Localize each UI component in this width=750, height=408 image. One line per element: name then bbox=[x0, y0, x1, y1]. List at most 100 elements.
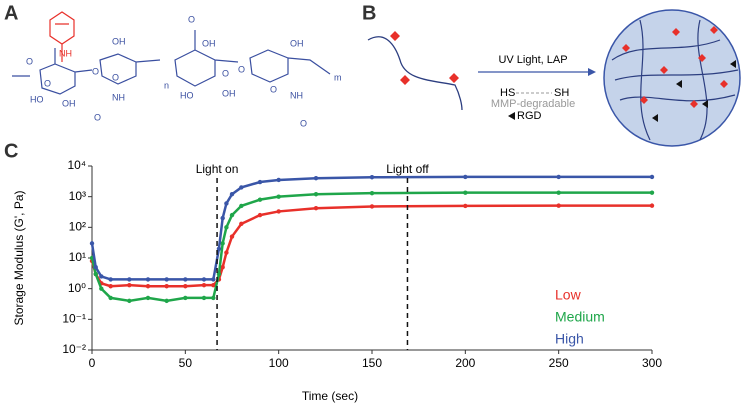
atom-label: n bbox=[164, 80, 169, 90]
data-point bbox=[127, 277, 132, 282]
data-point bbox=[201, 295, 207, 301]
data-point bbox=[93, 271, 98, 277]
data-point bbox=[229, 212, 235, 218]
x-tick-label: 150 bbox=[362, 356, 382, 370]
data-point bbox=[239, 185, 244, 190]
data-point bbox=[224, 201, 229, 206]
atom-label: O bbox=[300, 118, 307, 128]
x-tick-label: 0 bbox=[89, 356, 96, 370]
atom-label: O bbox=[270, 84, 277, 94]
data-point bbox=[201, 277, 207, 282]
y-tick-label: 10³ bbox=[69, 189, 86, 203]
x-tick-label: 250 bbox=[549, 356, 569, 370]
series-line bbox=[90, 204, 652, 288]
panel-label: A bbox=[4, 2, 18, 24]
legend-label: High bbox=[555, 331, 584, 347]
y-tick-label: 10² bbox=[69, 220, 86, 234]
legend-label: Medium bbox=[555, 309, 605, 325]
data-point bbox=[369, 190, 375, 196]
data-point bbox=[127, 282, 132, 288]
data-point bbox=[220, 265, 225, 270]
data-point bbox=[276, 177, 281, 183]
y-tick-label: 10⁻² bbox=[62, 342, 86, 356]
thiol-label: SH bbox=[554, 87, 569, 99]
data-point bbox=[108, 284, 113, 289]
data-point bbox=[276, 209, 281, 214]
data-point bbox=[313, 176, 319, 181]
x-tick-label: 300 bbox=[642, 356, 662, 370]
data-point bbox=[220, 215, 225, 221]
data-point bbox=[224, 250, 229, 255]
data-point bbox=[556, 174, 561, 180]
atom-label: OH bbox=[62, 98, 76, 108]
atom-label: O bbox=[94, 112, 101, 122]
atom-label: O bbox=[44, 78, 51, 88]
y-tick-label: 10¹ bbox=[69, 250, 86, 264]
data-point bbox=[313, 192, 319, 197]
thiol-label: HS bbox=[500, 87, 515, 99]
data-point bbox=[201, 282, 207, 288]
data-point bbox=[145, 284, 151, 289]
data-point bbox=[145, 277, 151, 282]
data-point bbox=[183, 277, 188, 282]
data-point bbox=[183, 284, 188, 289]
data-point bbox=[229, 234, 235, 239]
data-point bbox=[99, 286, 104, 291]
data-point bbox=[276, 194, 281, 199]
x-tick-label: 50 bbox=[179, 356, 193, 370]
data-point bbox=[183, 295, 188, 301]
data-point bbox=[93, 265, 98, 270]
data-point bbox=[257, 179, 263, 185]
x-axis-label: Time (sec) bbox=[302, 389, 358, 403]
data-point bbox=[257, 197, 263, 202]
atom-label: HO bbox=[30, 94, 44, 104]
data-point bbox=[239, 203, 244, 209]
data-point bbox=[229, 192, 235, 197]
y-tick-label: 10⁴ bbox=[67, 158, 86, 172]
data-point bbox=[220, 241, 225, 246]
atom-label: O bbox=[222, 68, 229, 78]
y-axis-label: Storage Modulus (G', Pa) bbox=[12, 190, 26, 325]
data-point bbox=[99, 274, 104, 279]
panel-label: B bbox=[362, 2, 376, 24]
atom-label: HO bbox=[180, 90, 194, 100]
data-point bbox=[649, 203, 655, 208]
atom-label: O bbox=[26, 56, 33, 66]
crosslinker-label: MMP-degradable bbox=[491, 98, 575, 110]
atom-label: NH bbox=[290, 90, 303, 100]
atom-label: OH bbox=[290, 38, 304, 48]
series-line bbox=[90, 175, 652, 281]
atom-label: O bbox=[112, 72, 119, 82]
atom-label: m bbox=[334, 72, 342, 82]
atom-label: NH bbox=[59, 48, 72, 58]
y-tick-label: 10⁰ bbox=[68, 281, 86, 295]
x-tick-label: 200 bbox=[455, 356, 475, 370]
data-point bbox=[556, 190, 561, 195]
atom-label: OH bbox=[112, 36, 126, 46]
arrow-text: UV Light, LAP bbox=[498, 54, 567, 66]
data-point bbox=[239, 221, 244, 227]
data-point bbox=[257, 212, 263, 218]
data-point bbox=[164, 277, 169, 282]
data-point bbox=[164, 284, 169, 289]
data-point bbox=[463, 190, 468, 195]
data-point bbox=[463, 203, 468, 209]
data-point bbox=[216, 271, 222, 277]
annotation-label: Light off bbox=[386, 162, 429, 176]
data-point bbox=[108, 295, 113, 301]
atom-label: OH bbox=[202, 38, 216, 48]
peptide-label: RGD bbox=[517, 110, 542, 122]
data-point bbox=[108, 277, 113, 282]
series-line bbox=[90, 191, 652, 303]
data-point bbox=[463, 174, 468, 180]
data-point bbox=[224, 225, 229, 230]
atom-label: OH bbox=[222, 88, 236, 98]
chemical-structure bbox=[12, 11, 331, 95]
data-point bbox=[211, 277, 216, 282]
data-point bbox=[369, 175, 375, 180]
data-point bbox=[313, 206, 319, 211]
data-point bbox=[127, 298, 132, 304]
y-tick-label: 10⁻¹ bbox=[62, 312, 86, 326]
atom-label: NH bbox=[112, 92, 125, 102]
